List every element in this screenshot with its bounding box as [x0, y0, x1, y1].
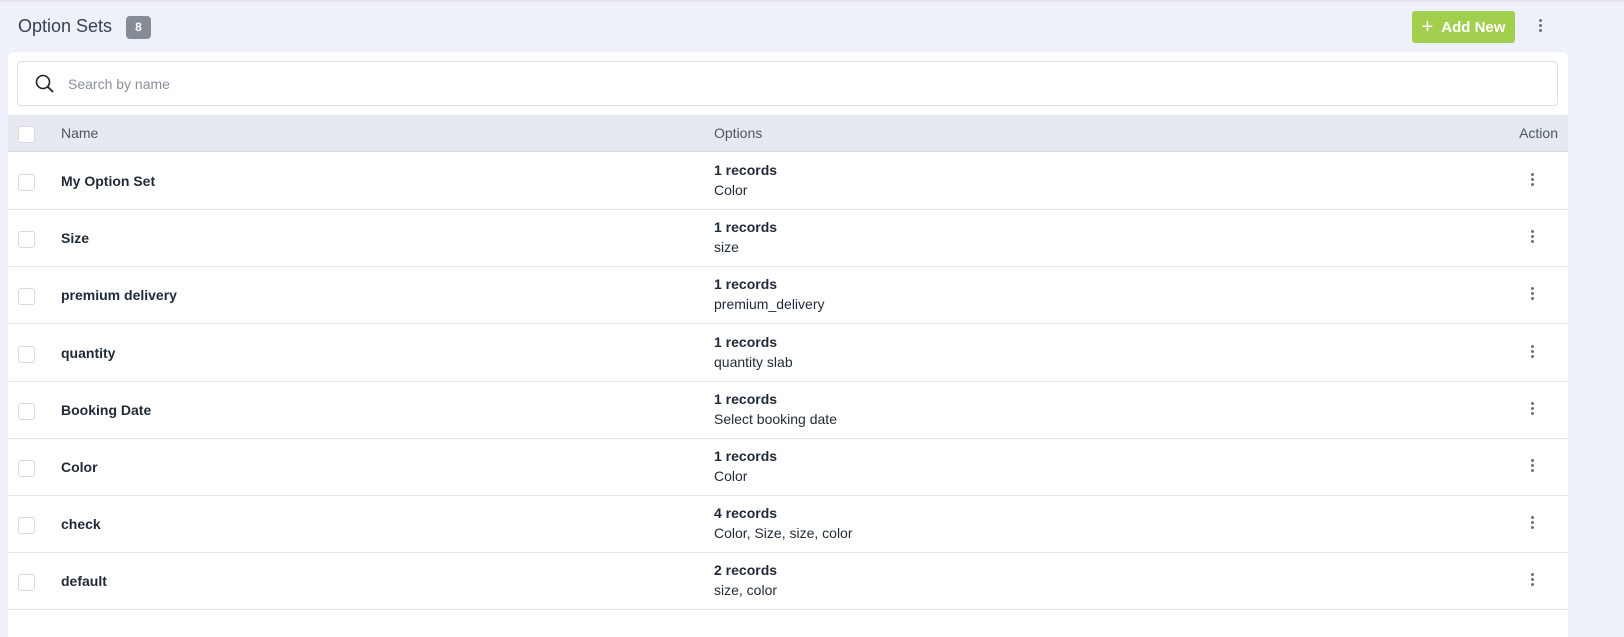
row-checkbox[interactable] [18, 231, 35, 249]
options-list: size [714, 239, 739, 256]
table-row: Size 1 records size [8, 210, 1568, 268]
table-row: Color 1 records Color [8, 439, 1568, 496]
page-title: Option Sets [18, 16, 113, 36]
table-row: quantity 1 records quantity slab [8, 325, 1568, 382]
records-count: 4 records [714, 505, 778, 522]
option-set-name[interactable]: premium delivery [61, 287, 177, 304]
column-name: Name [61, 125, 99, 141]
records-count: 1 records [714, 333, 778, 350]
column-options: Options [714, 125, 763, 141]
row-checkbox[interactable] [18, 460, 35, 477]
row-checkbox[interactable] [18, 574, 35, 592]
records-count: 1 records [714, 276, 778, 293]
plus-icon: + [1421, 15, 1434, 38]
options-list: Color [714, 468, 748, 484]
row-action-icon[interactable] [1529, 401, 1535, 415]
table-row: My Option Set 1 records Color [8, 153, 1568, 210]
table-header: Name Options Action [8, 115, 1568, 152]
table-row: check 4 records Color, Size, size, color [8, 496, 1568, 554]
options-list: size, color [714, 582, 778, 599]
option-set-name[interactable]: Size [61, 230, 90, 247]
option-set-name[interactable]: Color [61, 459, 98, 475]
option-set-name[interactable]: Booking Date [61, 401, 152, 418]
row-action-icon[interactable] [1529, 230, 1535, 244]
select-all-checkbox[interactable] [18, 126, 35, 143]
records-count: 2 records [714, 562, 778, 579]
table-row: default 2 records size, color [8, 553, 1568, 611]
records-count: 1 records [714, 390, 778, 407]
row-checkbox[interactable] [18, 288, 35, 306]
row-action-icon[interactable] [1529, 287, 1535, 301]
search-box [17, 61, 1558, 106]
row-action-icon[interactable] [1529, 573, 1535, 587]
options-list: Select booking date [714, 410, 837, 427]
more-options-icon[interactable] [1537, 19, 1543, 32]
column-action: Action [1519, 125, 1558, 141]
option-sets-card: Name Options Action My Option Set 1 reco… [8, 52, 1568, 637]
row-action-icon[interactable] [1529, 459, 1535, 472]
row-checkbox[interactable] [18, 345, 35, 363]
options-list: premium_delivery [714, 296, 825, 313]
table-row: Booking Date 1 records Select booking da… [8, 382, 1568, 439]
records-count: 1 records [714, 162, 778, 178]
row-action-icon[interactable] [1529, 344, 1535, 358]
option-set-name[interactable]: default [61, 573, 107, 590]
option-set-name[interactable]: My Option Set [61, 173, 156, 189]
row-checkbox[interactable] [18, 402, 35, 420]
count-badge: 8 [126, 16, 151, 39]
row-action-icon[interactable] [1529, 173, 1535, 186]
table-row: premium delivery 1 records premium_deliv… [8, 267, 1568, 325]
search-icon [35, 74, 54, 93]
add-new-label: Add New [1441, 18, 1506, 36]
option-set-name[interactable]: check [61, 516, 101, 533]
records-count: 1 records [714, 448, 778, 464]
add-new-button[interactable]: + Add New [1412, 11, 1515, 43]
row-checkbox[interactable] [18, 174, 35, 191]
search-input[interactable] [68, 62, 1468, 105]
options-list: Color, Size, size, color [714, 525, 853, 542]
options-list: quantity slab [714, 353, 793, 370]
options-list: Color [714, 182, 748, 198]
records-count: 1 records [714, 219, 778, 236]
row-checkbox[interactable] [18, 517, 35, 535]
page-header: Option Sets 8 + Add New [0, 2, 1568, 52]
row-action-icon[interactable] [1529, 516, 1535, 530]
option-set-name[interactable]: quantity [61, 344, 116, 361]
